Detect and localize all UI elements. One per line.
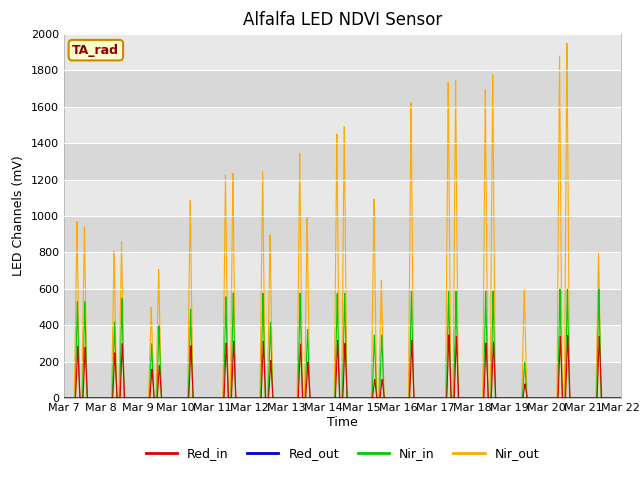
Red_out — [609, 395, 617, 401]
Red_in — [445, 332, 452, 338]
Bar — [64, 289, 621, 325]
Bar — [64, 252, 621, 289]
Nir_in — [559, 396, 567, 401]
Nir_in — [544, 396, 552, 401]
Bar — [64, 325, 621, 362]
Bar — [64, 143, 621, 180]
Nir_in — [310, 396, 318, 401]
Red_in — [415, 396, 423, 401]
Red_out — [616, 395, 623, 401]
Red_in — [616, 396, 623, 401]
Red_in — [60, 396, 68, 401]
Nir_out — [310, 396, 318, 401]
Y-axis label: LED Channels (mV): LED Channels (mV) — [12, 156, 26, 276]
Legend: Red_in, Red_out, Nir_in, Nir_out: Red_in, Red_out, Nir_in, Nir_out — [141, 442, 544, 465]
Nir_out — [617, 396, 625, 401]
Nir_in — [616, 396, 623, 401]
Red_in — [559, 396, 567, 401]
Red_in — [310, 396, 318, 401]
Red_out — [415, 395, 423, 401]
Line: Red_in: Red_in — [64, 335, 621, 398]
Red_out — [60, 395, 68, 401]
Line: Nir_out: Nir_out — [64, 43, 621, 398]
Nir_out — [544, 396, 552, 401]
Red_out — [559, 395, 567, 401]
Bar — [64, 107, 621, 143]
Bar — [64, 362, 621, 398]
Red_in — [544, 396, 552, 401]
Nir_out — [616, 396, 623, 401]
Text: TA_rad: TA_rad — [72, 44, 119, 57]
Red_in — [609, 396, 617, 401]
Bar — [64, 34, 621, 70]
Red_in — [617, 396, 625, 401]
Nir_in — [609, 396, 617, 401]
Line: Nir_in: Nir_in — [64, 289, 621, 398]
Nir_out — [415, 396, 423, 401]
Nir_out — [60, 396, 68, 401]
Red_out — [544, 395, 552, 401]
Nir_in — [595, 286, 603, 292]
Nir_out — [559, 396, 567, 401]
Bar — [64, 180, 621, 216]
Bar — [64, 70, 621, 107]
Bar — [64, 216, 621, 252]
Title: Alfalfa LED NDVI Sensor: Alfalfa LED NDVI Sensor — [243, 11, 442, 29]
Red_out — [617, 395, 625, 401]
Nir_out — [563, 40, 571, 46]
Nir_in — [617, 396, 625, 401]
Nir_in — [60, 396, 68, 401]
Nir_in — [415, 396, 423, 401]
X-axis label: Time: Time — [327, 416, 358, 429]
Red_out — [310, 395, 318, 401]
Nir_out — [609, 396, 617, 401]
